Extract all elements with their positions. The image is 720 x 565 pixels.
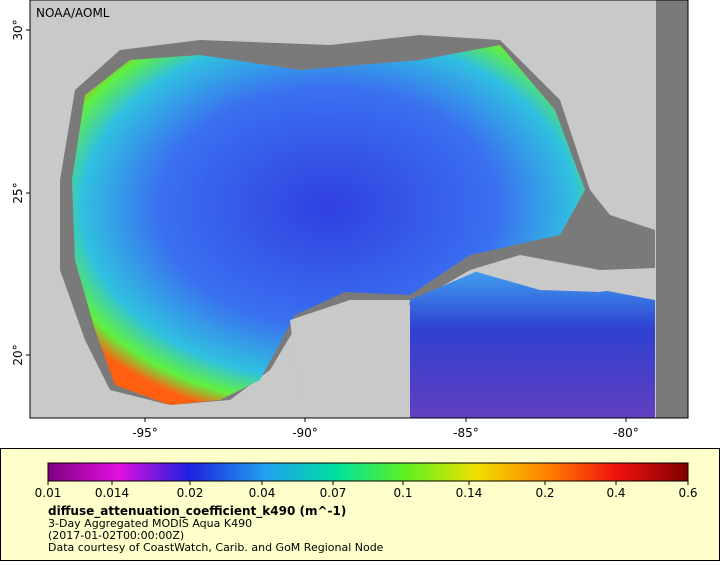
map-frame	[29, 0, 689, 419]
lon-tick-label: -80°	[613, 426, 639, 440]
lon-axis: -95° -90° -85° -80°	[132, 418, 639, 440]
dataset-label: 3-Day Aggregated MODIS Aqua K490	[48, 517, 252, 530]
colorbar-tick-label: 0.1	[393, 486, 412, 500]
colorbar-tick-label: 0.01	[35, 486, 62, 500]
colorbar	[47, 462, 689, 482]
colorbar-tick-label: 0.04	[249, 486, 276, 500]
variable-label: diffuse_attenuation_coefficient_k490 (m^…	[48, 504, 346, 519]
lat-axis: 30° 25° 20°	[11, 19, 30, 366]
lon-tick-label: -85°	[453, 426, 479, 440]
time-label: (2017-01-02T00:00:00Z)	[48, 529, 184, 542]
colorbar-tick-label: 0.4	[606, 486, 625, 500]
lon-tick-label: -90°	[292, 426, 318, 440]
gulf-water	[72, 45, 585, 405]
lat-tick-label: 20°	[11, 344, 25, 365]
lat-tick-label: 25°	[11, 182, 25, 203]
colorbar-tick-label: 0.14	[456, 486, 483, 500]
cuba	[470, 255, 655, 292]
lat-tick-label: 30°	[11, 19, 25, 40]
colorbar-tick-label: 0.2	[535, 486, 554, 500]
yucatan	[290, 300, 410, 400]
colorbar-tick-label: 0.014	[95, 486, 129, 500]
caribbean-water	[410, 270, 655, 418]
colorbar-tick-label: 0.07	[320, 486, 347, 500]
colorbar-ticks: 0.01 0.014 0.02 0.04 0.07 0.1 0.14 0.2 0.4 0.6	[35, 481, 698, 500]
map: NOAA/AOML	[29, 0, 689, 419]
lon-tick-label: -95°	[132, 426, 158, 440]
source-label: NOAA/AOML	[36, 6, 110, 20]
colorbar-tick-label: 0.02	[177, 486, 204, 500]
colorbar-tick-label: 0.6	[678, 486, 697, 500]
credit-label: Data courtesy of CoastWatch, Carib. and …	[48, 541, 384, 554]
atlantic-nodata	[656, 0, 688, 418]
